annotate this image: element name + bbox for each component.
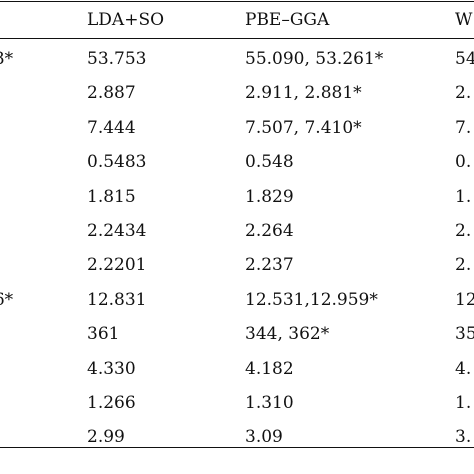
lda-so-cell: 1.815 bbox=[87, 187, 136, 207]
table-top-rule bbox=[0, 1, 474, 2]
lda-so-cell: 7.444 bbox=[87, 118, 136, 138]
w-cell: 1. bbox=[455, 393, 472, 413]
table-bottom-rule bbox=[0, 447, 474, 448]
lda-so-cell: 361 bbox=[87, 324, 120, 344]
pbe-gga-cell: 1.310 bbox=[245, 393, 294, 413]
pbe-gga-cell: 12.531,12.959* bbox=[245, 290, 378, 310]
lda-so-cell: 2.2201 bbox=[87, 255, 147, 275]
pbe-gga-cell: 0.548 bbox=[245, 152, 294, 172]
lda-so-cell: 12.831 bbox=[87, 290, 147, 310]
lda-so-cell: 0.5483 bbox=[87, 152, 147, 172]
lda-so-cell: 2.2434 bbox=[87, 221, 147, 241]
pbe-gga-cell: 2.264 bbox=[245, 221, 294, 241]
lda-so-cell: 53.753 bbox=[87, 49, 147, 69]
lda-so-cell: 1.266 bbox=[87, 393, 136, 413]
pbe-gga-cell: 3.09 bbox=[245, 427, 283, 447]
w-cell: 7. bbox=[455, 118, 472, 138]
column-header-lda-so: LDA+SO bbox=[87, 10, 165, 30]
pbe-gga-cell: 2.911, 2.881* bbox=[245, 83, 362, 103]
pbe-gga-cell: 7.507, 7.410* bbox=[245, 118, 362, 138]
lda-so-cell: 2.99 bbox=[87, 427, 125, 447]
lda-so-cell: 2.887 bbox=[87, 83, 136, 103]
column-header-pbe-gga: PBE–GGA bbox=[245, 10, 330, 30]
pbe-gga-cell: 1.829 bbox=[245, 187, 294, 207]
w-cell: 1. bbox=[455, 187, 472, 207]
w-cell: 54 bbox=[455, 49, 474, 69]
w-cell: 4. bbox=[455, 359, 472, 379]
pbe-gga-cell: 2.237 bbox=[245, 255, 294, 275]
pbe-gga-cell: 4.182 bbox=[245, 359, 294, 379]
row-label-cell: 43* bbox=[0, 49, 14, 69]
w-cell: 0. bbox=[455, 152, 472, 172]
column-header-w: W bbox=[455, 10, 473, 30]
w-cell: 12 bbox=[455, 290, 474, 310]
pbe-gga-cell: 55.090, 53.261* bbox=[245, 49, 384, 69]
lda-so-cell: 4.330 bbox=[87, 359, 136, 379]
pbe-gga-cell: 344, 362* bbox=[245, 324, 330, 344]
w-cell: 35 bbox=[455, 324, 474, 344]
w-cell: 2. bbox=[455, 255, 472, 275]
w-cell: 2. bbox=[455, 83, 472, 103]
table-header-rule bbox=[0, 38, 474, 39]
w-cell: 2. bbox=[455, 221, 472, 241]
w-cell: 3. bbox=[455, 427, 472, 447]
row-label-cell: 36* bbox=[0, 290, 14, 310]
